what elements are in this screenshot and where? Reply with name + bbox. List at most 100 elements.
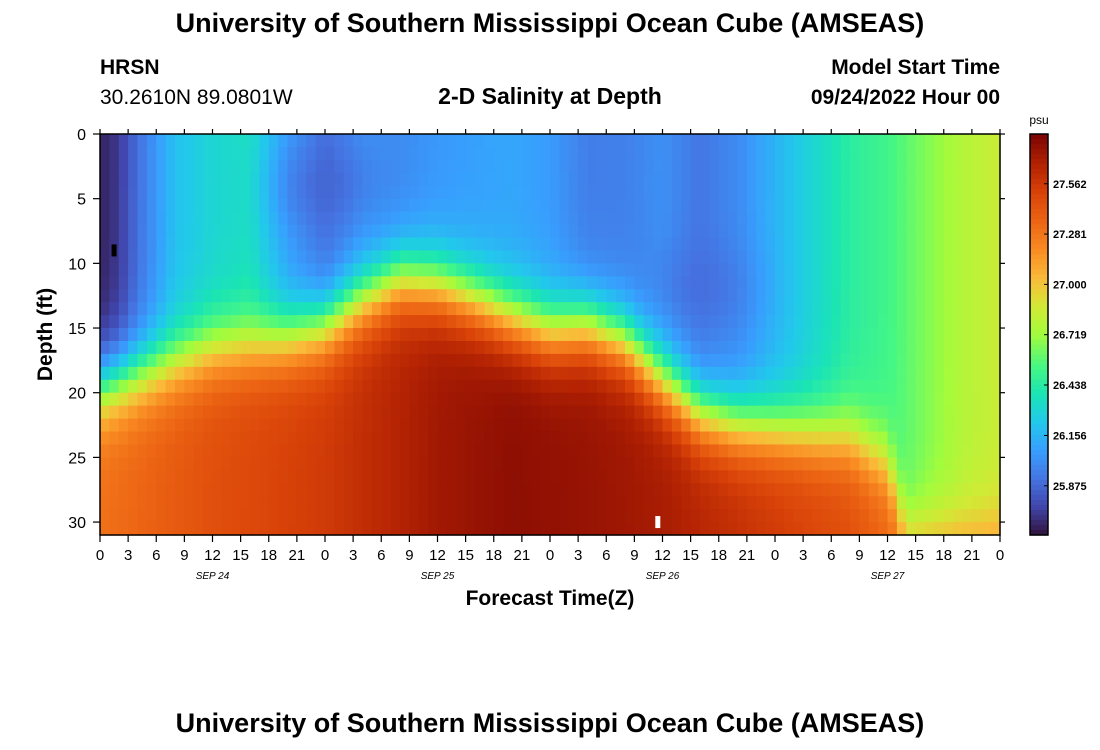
heatmap-cell: [456, 276, 467, 290]
heatmap-cell: [859, 159, 870, 174]
heatmap-cell: [353, 483, 364, 497]
heatmap-cell: [493, 237, 504, 252]
heatmap-cell: [821, 379, 832, 394]
heatmap-cell: [943, 146, 954, 161]
heatmap-cell: [981, 146, 992, 161]
heatmap-cell: [371, 328, 382, 342]
heatmap-cell: [896, 263, 907, 277]
heatmap-cell: [962, 496, 973, 510]
heatmap-cell: [653, 289, 664, 303]
heatmap-cell: [400, 198, 410, 213]
heatmap-cell: [662, 444, 673, 458]
heatmap-cell: [484, 328, 495, 342]
heatmap-cell: [653, 431, 664, 446]
heatmap-cell: [765, 250, 776, 264]
heatmap-cell: [193, 172, 204, 187]
heatmap-cell: [596, 405, 607, 420]
heatmap-cell: [943, 470, 954, 484]
colorbar-segment: [1030, 474, 1048, 481]
heatmap-cell: [859, 340, 870, 355]
heatmap-cell: [812, 134, 823, 148]
heatmap-cell: [212, 328, 223, 342]
heatmap-cell: [859, 431, 870, 446]
heatmap-cell: [737, 159, 748, 174]
heatmap-cell: [653, 392, 664, 407]
heatmap-cell: [428, 392, 439, 407]
colorbar-segment: [1030, 314, 1048, 321]
heatmap-cell: [906, 198, 917, 213]
heatmap-cell: [681, 470, 692, 484]
heatmap-cell: [296, 392, 307, 407]
heatmap-cell: [231, 392, 242, 407]
heatmap-cell: [643, 134, 654, 148]
heatmap-cell: [887, 211, 898, 226]
heatmap-cell: [943, 522, 954, 536]
heatmap-cell: [400, 159, 410, 174]
heatmap-cell: [971, 522, 982, 536]
heatmap-cell: [559, 237, 570, 252]
heatmap-cell: [353, 444, 364, 458]
heatmap-cell: [371, 302, 382, 316]
colorbar-segment: [1030, 184, 1048, 190]
heatmap-cell: [390, 392, 401, 407]
heatmap-cell: [775, 159, 785, 174]
colorbar-segment: [1030, 269, 1048, 275]
heatmap-cell: [887, 250, 898, 264]
heatmap-cell: [746, 315, 757, 329]
heatmap-cell: [756, 211, 767, 226]
heatmap-cell: [418, 405, 429, 420]
heatmap-cell: [934, 276, 945, 290]
heatmap-cell: [315, 444, 326, 458]
heatmap-cell: [521, 392, 532, 407]
heatmap-cell: [578, 483, 589, 497]
heatmap-cell: [831, 496, 842, 510]
heatmap-cell: [371, 366, 382, 381]
heatmap-cell: [231, 457, 242, 471]
heatmap-cell: [334, 198, 345, 213]
heatmap-cell: [578, 185, 589, 200]
heatmap-cell: [700, 483, 710, 497]
heatmap-cell: [493, 366, 504, 381]
heatmap-cell: [296, 224, 307, 239]
heatmap-cell: [906, 263, 917, 277]
heatmap-cell: [212, 134, 223, 148]
heatmap-cell: [615, 496, 626, 510]
heatmap-cell: [700, 185, 710, 200]
heatmap-cell: [512, 172, 523, 187]
colorbar-segment: [1030, 404, 1048, 411]
heatmap-cell: [700, 340, 710, 355]
heatmap-cell: [737, 340, 748, 355]
heatmap-cell: [784, 134, 795, 148]
heatmap-cell: [437, 522, 448, 536]
heatmap-cell: [156, 159, 167, 174]
heatmap-cell: [259, 315, 270, 329]
heatmap-cell: [390, 405, 401, 420]
heatmap-cell: [737, 250, 748, 264]
heatmap-cell: [878, 418, 889, 433]
heatmap-cell: [812, 315, 823, 329]
heatmap-cell: [568, 276, 579, 290]
heatmap-cell: [146, 250, 157, 264]
heatmap-cell: [465, 483, 476, 497]
heatmap-cell: [653, 340, 664, 355]
heatmap-cell: [362, 302, 373, 316]
heatmap-cell: [812, 146, 823, 161]
heatmap-cell: [165, 340, 176, 355]
heatmap-cell: [109, 134, 120, 148]
heatmap-cell: [531, 379, 542, 394]
heatmap-cell: [550, 418, 560, 433]
heatmap-cell: [878, 340, 889, 355]
heatmap-cell: [925, 211, 935, 226]
heatmap-cell: [325, 431, 335, 446]
heatmap-cell: [540, 405, 551, 420]
heatmap-cell: [746, 353, 757, 368]
heatmap-cell: [212, 276, 223, 290]
heatmap-cell: [240, 276, 251, 290]
heatmap-cell: [662, 470, 673, 484]
heatmap-cell: [325, 509, 335, 523]
heatmap-cell: [990, 250, 1001, 264]
heatmap-cell: [315, 392, 326, 407]
heatmap-cell: [137, 237, 148, 252]
heatmap-cell: [296, 172, 307, 187]
heatmap-cell: [390, 224, 401, 239]
